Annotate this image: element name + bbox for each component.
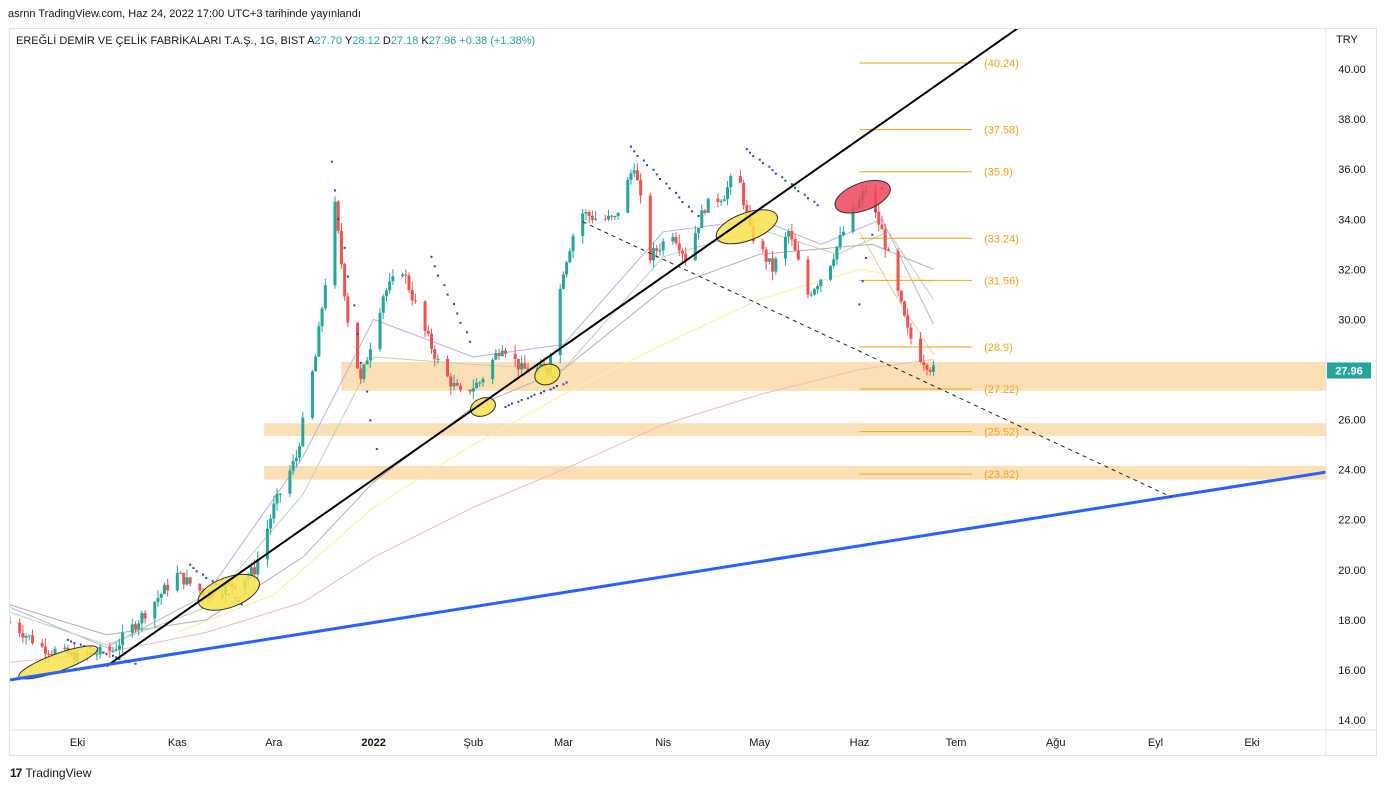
high-value: 28.12 [352, 35, 380, 47]
low-label: D [382, 35, 391, 47]
close-label: K [421, 35, 429, 47]
symbol-name[interactable]: EREĞLİ DEMİR VE ÇELİK FABRİKALARI T.A.Ş.… [16, 35, 305, 47]
symbol-legend: EREĞLİ DEMİR VE ÇELİK FABRİKALARI T.A.Ş.… [16, 35, 535, 47]
change-value: +0.38 (+1.38%) [459, 35, 536, 47]
chart-frame [9, 28, 1377, 756]
currency-label[interactable]: TRY [1336, 34, 1358, 46]
open-value: 27.70 [314, 35, 343, 47]
low-value: 27.18 [390, 35, 419, 47]
footer-branding[interactable]: 17 TradingView [10, 766, 91, 780]
tradingview-brand: TradingView [25, 766, 92, 780]
tradingview-logo-icon: 17 [10, 766, 22, 780]
publish-credit: asrnn TradingView.com, Haz 24, 2022 17:0… [8, 8, 361, 20]
open-label: A [307, 35, 315, 47]
close-value: 27.96 [428, 35, 457, 47]
